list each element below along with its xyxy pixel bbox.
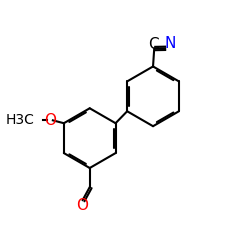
Text: O: O	[44, 113, 56, 128]
Text: N: N	[165, 36, 176, 52]
Text: H3C: H3C	[6, 113, 34, 127]
Text: C: C	[148, 37, 158, 52]
Text: O: O	[76, 198, 88, 213]
